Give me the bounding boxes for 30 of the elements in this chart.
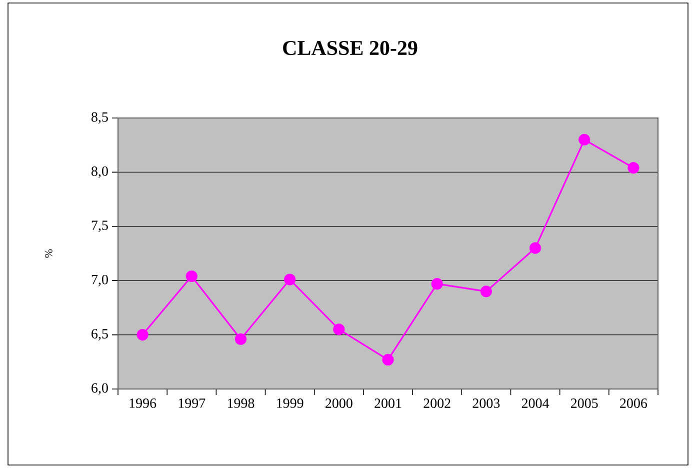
point <box>186 270 198 282</box>
point <box>382 354 394 366</box>
x-tick-label: 2002 <box>424 398 450 408</box>
point <box>628 162 640 174</box>
point <box>333 324 345 336</box>
x-tick-label: 2005 <box>570 398 598 408</box>
y-tick-label: 8,5 <box>92 112 108 124</box>
x-tick-label: 1997 <box>178 398 206 408</box>
x-tick-label: 1998 <box>228 398 254 408</box>
x-tick-label: 1996 <box>130 398 156 408</box>
point <box>431 278 443 290</box>
x-tick-label: 2006 <box>620 398 648 408</box>
y-tick-label: 6,5 <box>92 329 108 340</box>
x-tick-label: 2003 <box>472 398 500 408</box>
point <box>136 328 148 341</box>
x-tick-label: 2000 <box>326 398 352 408</box>
point <box>480 286 492 298</box>
y-axis-title: % <box>44 249 52 258</box>
point <box>284 274 296 286</box>
x-tick-label: 1999 <box>277 398 304 408</box>
x-tick-label: 2004 <box>522 398 550 408</box>
y-tick-label: 7,0 <box>92 274 108 286</box>
y-tick-label: 7,5 <box>92 220 108 232</box>
y-tick-label: 8,0 <box>92 166 108 178</box>
chart-title: CLASSE 20-29 <box>283 40 418 56</box>
x-tick-label: 2001 <box>374 398 402 408</box>
point <box>529 242 542 254</box>
y-tick-label: 6,0 <box>92 383 108 395</box>
point <box>578 134 590 146</box>
point <box>234 333 247 345</box>
